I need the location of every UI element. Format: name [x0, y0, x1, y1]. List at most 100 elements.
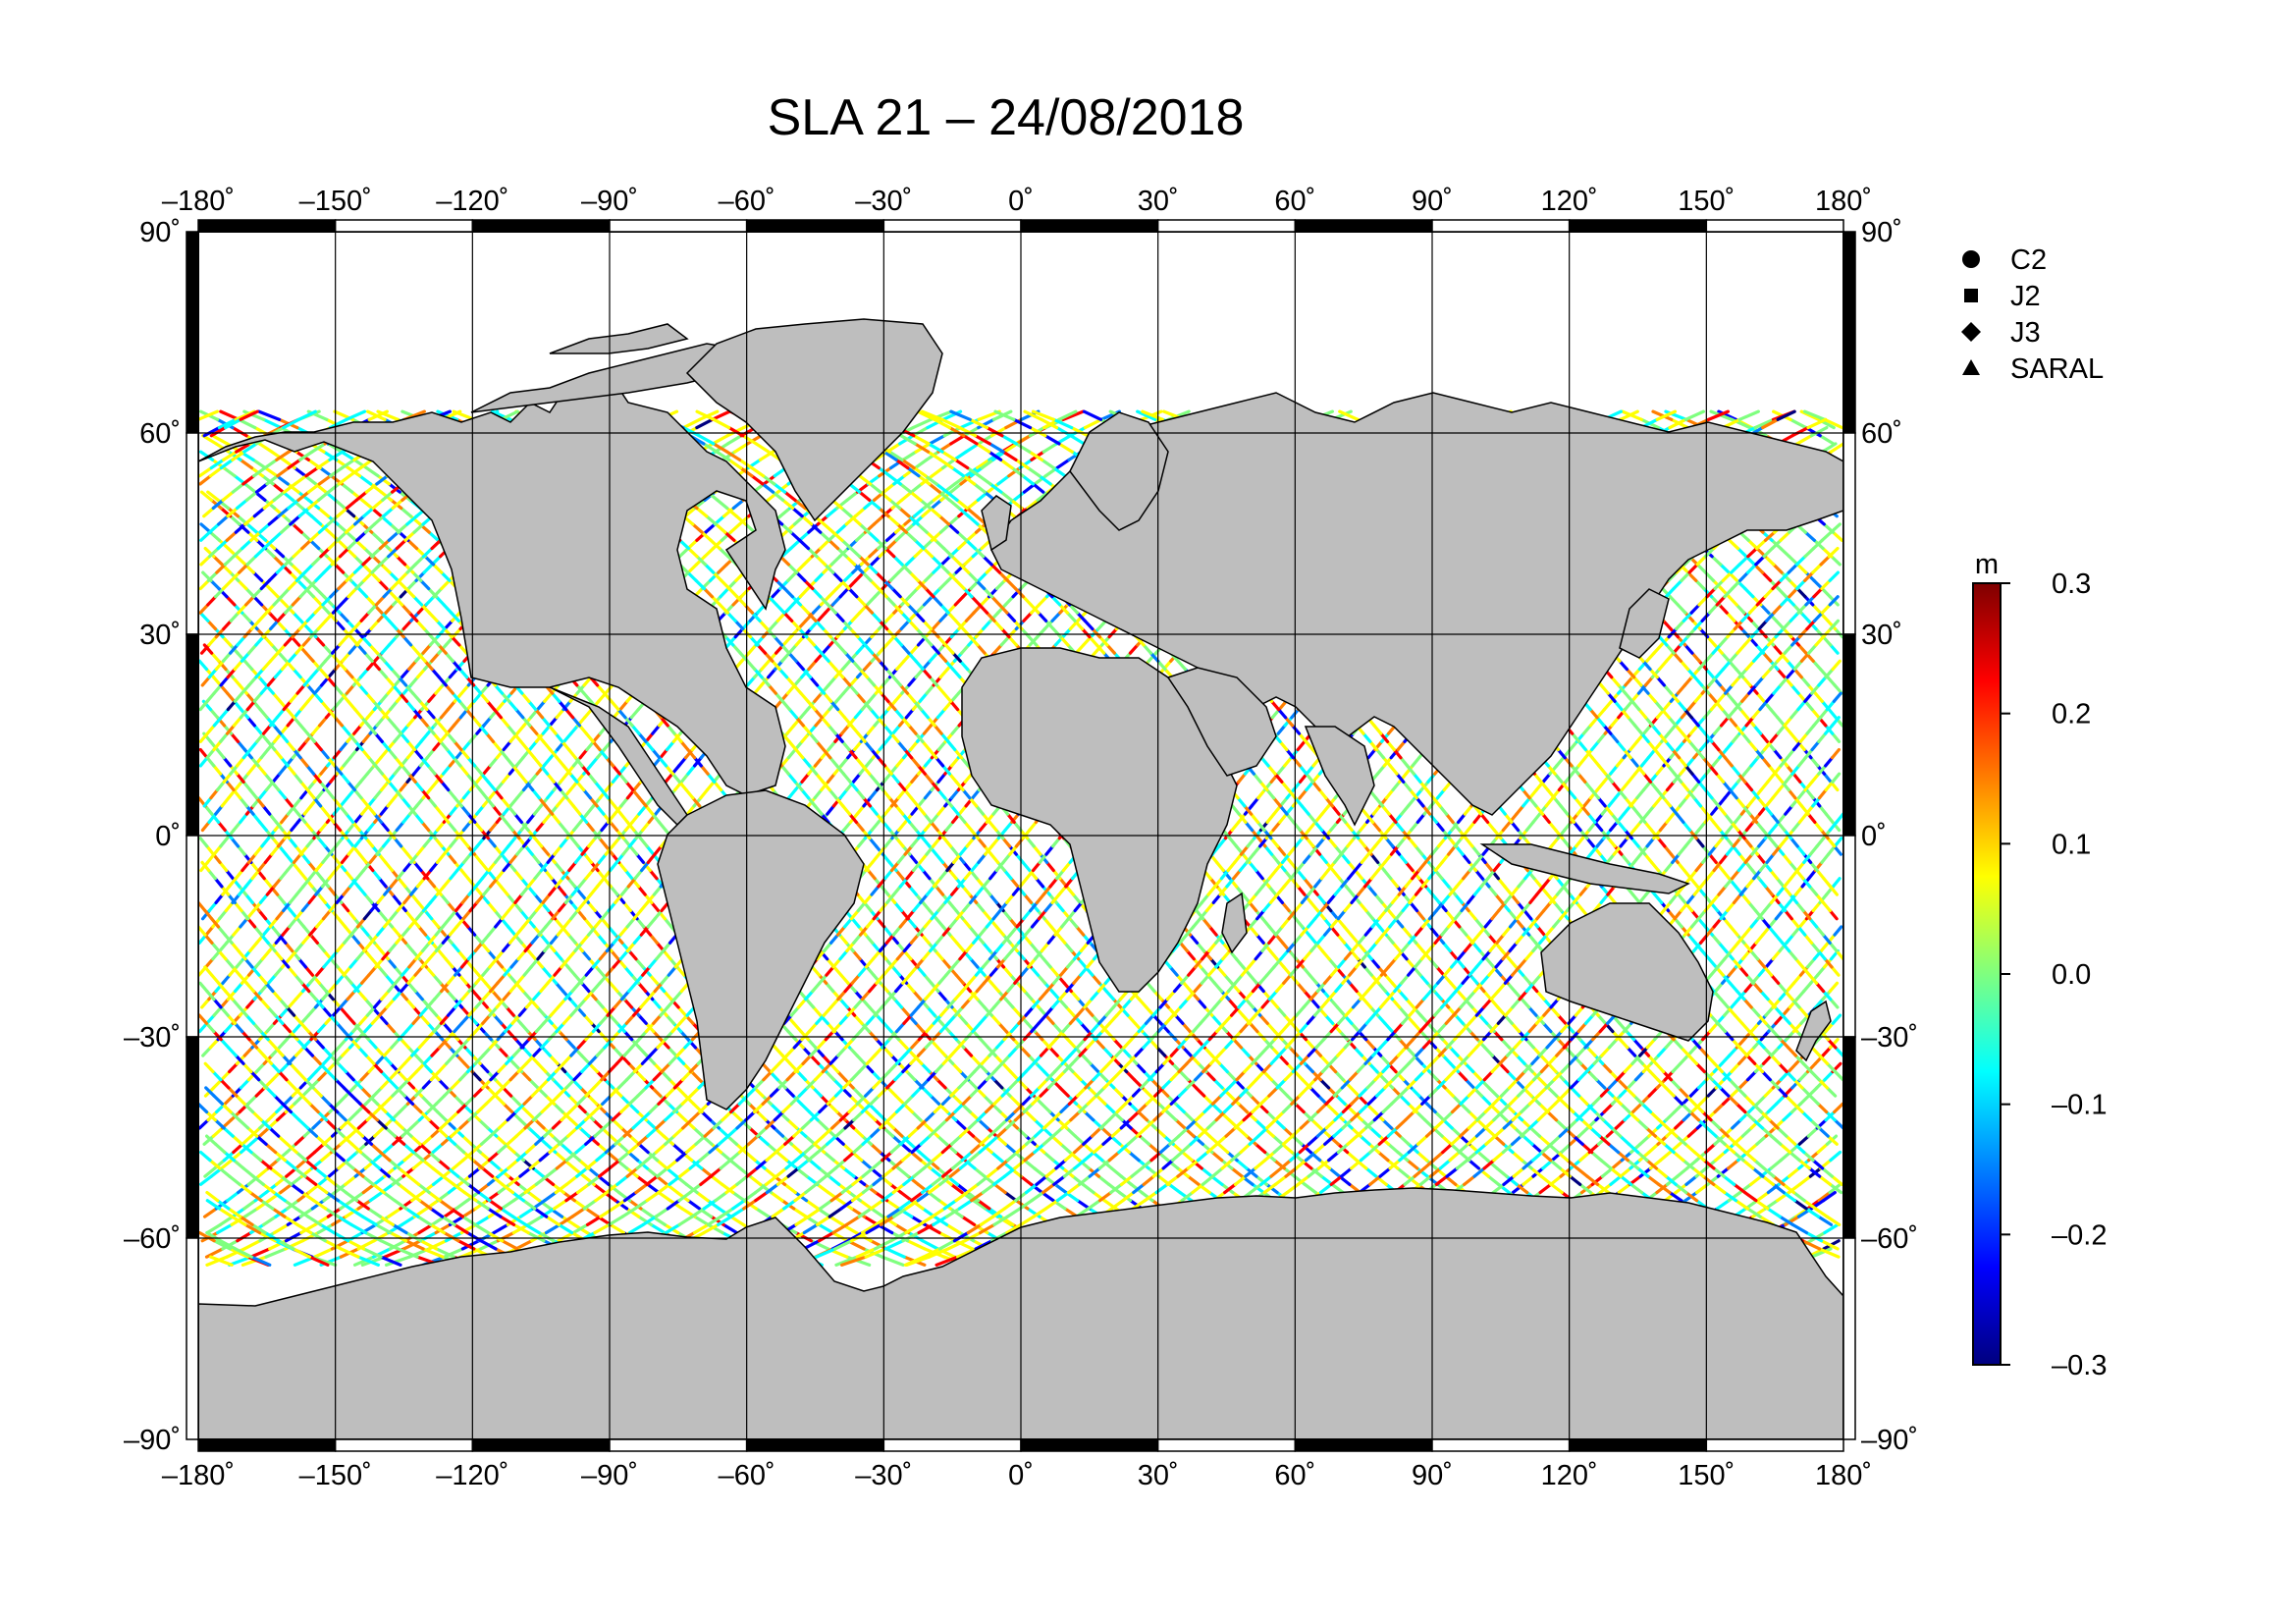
track-segment: [733, 626, 745, 639]
track-segment: [503, 691, 513, 703]
track-segment: [311, 772, 322, 784]
track-segment: [1779, 546, 1791, 559]
track-segment: [1814, 626, 1826, 639]
track-segment: [731, 1190, 746, 1203]
track-segment: [533, 1118, 546, 1130]
track-segment: [763, 1166, 776, 1178]
track-segment: [642, 925, 653, 937]
track-segment: [721, 1182, 735, 1195]
track-segment: [440, 812, 451, 824]
track-segment: [352, 724, 363, 735]
track-segment: [337, 917, 347, 929]
track-segment: [343, 868, 353, 881]
track-segment: [465, 699, 476, 712]
track-segment: [437, 948, 448, 961]
track-segment: [266, 973, 278, 985]
track-segment: [278, 764, 289, 776]
track-segment: [817, 1222, 834, 1235]
track-segment: [506, 893, 516, 904]
track-segment: [1569, 1134, 1581, 1146]
track-segment: [1831, 530, 1843, 542]
track-segment: [1829, 1150, 1842, 1163]
track-segment: [449, 837, 459, 848]
track-segment: [279, 731, 290, 743]
track-segment: [440, 981, 451, 994]
track-segment: [239, 796, 248, 808]
track-segment: [331, 1005, 343, 1017]
track-segment: [453, 1126, 464, 1138]
track-segment: [1755, 1094, 1767, 1106]
track-segment: [515, 844, 526, 856]
track-segment: [291, 522, 303, 534]
track-segment: [573, 852, 584, 864]
track-segment: [407, 659, 418, 672]
track-segment: [274, 820, 285, 833]
track-segment: [204, 925, 215, 937]
track-segment: [406, 981, 417, 994]
track-segment: [634, 1069, 647, 1082]
track-segment: [246, 1069, 258, 1082]
track-segment: [1715, 1199, 1731, 1211]
track-segment: [361, 731, 372, 743]
track-segment: [401, 812, 412, 824]
track-segment: [478, 724, 489, 735]
track-segment: [446, 900, 456, 913]
map-title: SLA 21 – 24/08/2018: [767, 89, 1245, 146]
track-segment: [1805, 957, 1816, 969]
track-segment: [1633, 1069, 1645, 1082]
track-segment: [393, 731, 403, 743]
track-segment: [530, 852, 541, 864]
track-segment: [326, 885, 337, 896]
track-segment: [245, 522, 259, 534]
track-segment: [384, 973, 395, 985]
track-segment: [386, 957, 397, 969]
track-segment: [299, 1013, 310, 1025]
track-segment: [405, 747, 416, 760]
track-segment: [401, 619, 413, 631]
track-segment: [650, 1086, 663, 1098]
track-segment: [1602, 1102, 1615, 1114]
track-segment: [1769, 1159, 1783, 1170]
track-segment: [391, 893, 401, 904]
track-segment: [245, 716, 256, 728]
track-segment: [521, 917, 532, 929]
track-segment: [312, 828, 323, 840]
track-segment: [512, 731, 523, 743]
track-segment: [409, 643, 420, 655]
track-segment: [1782, 1109, 1794, 1122]
track-segment: [395, 933, 405, 945]
track-segment: [218, 1215, 235, 1226]
track-segment: [439, 731, 450, 743]
track-segment: [219, 998, 231, 1009]
track-segment: [540, 844, 551, 856]
track-segment: [508, 796, 519, 808]
track-segment: [415, 844, 426, 856]
track-segment: [475, 893, 486, 904]
track-segment: [1768, 917, 1778, 929]
track-segment: [591, 828, 602, 840]
track-segment: [1757, 626, 1768, 639]
track-segment: [1813, 691, 1824, 703]
track-segment: [348, 877, 359, 889]
track-segment: [308, 925, 319, 937]
track-segment: [578, 1126, 591, 1138]
track-segment: [525, 747, 536, 760]
track-segment: [284, 941, 294, 953]
track-segment: [329, 772, 339, 784]
track-segment: [294, 989, 305, 1001]
track-segment: [341, 651, 351, 663]
track-segment: [335, 764, 346, 776]
track-segment: [288, 917, 298, 929]
track-segment: [371, 699, 383, 712]
track-segment: [300, 1086, 313, 1098]
track-segment: [1824, 812, 1835, 824]
track-segment: [448, 925, 458, 937]
track-segment: [561, 868, 571, 881]
track-segment: [373, 731, 384, 743]
track-segment: [1690, 651, 1701, 663]
track-segment: [730, 1109, 743, 1122]
track-segment: [576, 908, 587, 921]
track-segment: [350, 676, 361, 687]
track-segment: [557, 820, 567, 833]
track-segment: [413, 989, 424, 1001]
